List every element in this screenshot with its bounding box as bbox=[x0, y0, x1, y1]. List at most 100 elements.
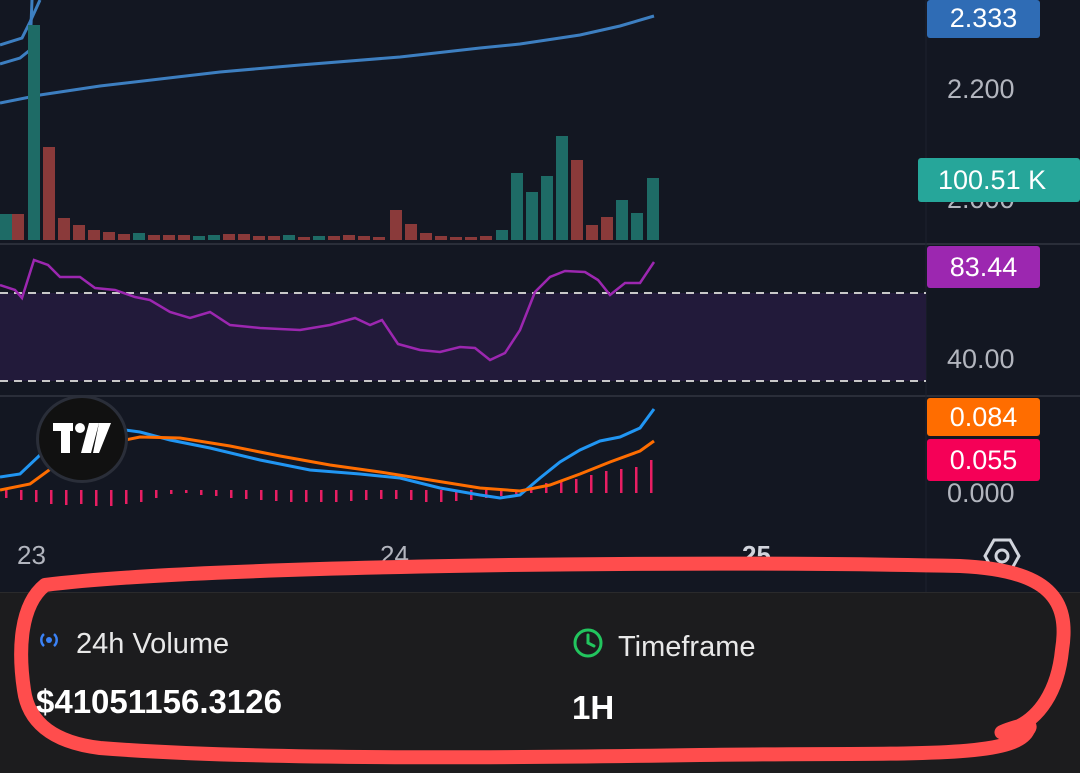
volume-bar bbox=[556, 136, 568, 240]
volume-bar bbox=[178, 235, 190, 240]
macd-histogram-bar bbox=[170, 490, 173, 494]
moving-average-mid bbox=[0, 0, 42, 47]
macd-histogram-bar bbox=[65, 490, 68, 505]
volume-bar bbox=[343, 235, 355, 240]
volume-bar bbox=[238, 234, 250, 240]
macd-histogram-bar bbox=[230, 490, 233, 498]
volume-bar bbox=[390, 210, 402, 240]
volume-bars bbox=[0, 25, 659, 240]
macd-histogram-bar bbox=[635, 467, 638, 493]
macd-histogram-bar bbox=[395, 490, 398, 499]
macd-histogram-bar bbox=[545, 483, 548, 493]
time-axis-tick: 25 bbox=[742, 540, 771, 570]
volume-bar bbox=[313, 236, 325, 240]
volume-bar bbox=[405, 224, 417, 240]
volume-bar bbox=[283, 235, 295, 240]
volume-bar bbox=[616, 200, 628, 240]
volume-bar bbox=[511, 173, 523, 240]
macd-histogram-bar bbox=[80, 490, 83, 504]
macd-histogram-bar bbox=[470, 490, 473, 500]
volume-bar bbox=[298, 237, 310, 240]
macd-histogram-bar bbox=[95, 490, 98, 506]
chart-area[interactable]: 2.333 2.200 2.000 100.51 K 83.44 40.00 0… bbox=[0, 0, 1080, 592]
volume-bar bbox=[58, 218, 70, 240]
volume-bar bbox=[480, 236, 492, 240]
macd-histogram-bar bbox=[380, 490, 383, 499]
time-axis-tick: 24 bbox=[380, 540, 409, 570]
volume-bar bbox=[0, 214, 12, 240]
time-axis-tick: 23 bbox=[17, 540, 46, 570]
chart-canvas[interactable] bbox=[0, 0, 1080, 592]
volume-bar bbox=[358, 236, 370, 240]
volume-bar bbox=[28, 25, 40, 240]
rsi-line bbox=[0, 258, 656, 362]
settings-icon[interactable] bbox=[982, 536, 1022, 576]
macd-histogram-bar bbox=[185, 490, 188, 493]
volume-bar bbox=[43, 147, 55, 240]
volume-bar bbox=[571, 160, 583, 240]
current-price-tag: 2.333 bbox=[927, 0, 1040, 38]
macd-histogram-bar bbox=[455, 490, 458, 501]
macd-histogram-bar bbox=[5, 490, 8, 498]
macd-histogram-bar bbox=[110, 490, 113, 506]
volume-bar bbox=[148, 235, 160, 240]
macd-histogram-bar bbox=[275, 490, 278, 501]
macd-histogram-bar bbox=[440, 490, 443, 502]
macd-histogram bbox=[5, 460, 653, 506]
price-axis-tick: 2.200 bbox=[947, 74, 1015, 104]
timeframe-stat: Timeframe 1H bbox=[572, 627, 756, 727]
macd-histogram-bar bbox=[320, 490, 323, 502]
macd-histogram-bar bbox=[20, 490, 23, 500]
macd-histogram-bar bbox=[155, 490, 158, 498]
macd-tag: 0.084 bbox=[927, 398, 1040, 436]
volume-bar bbox=[223, 234, 235, 240]
volume-bar bbox=[73, 225, 85, 240]
moving-average-long bbox=[0, 14, 655, 105]
macd-histogram-bar bbox=[485, 490, 488, 498]
macd-histogram-bar bbox=[410, 490, 413, 500]
moving-average-short bbox=[0, 0, 34, 66]
stats-panel: 24h Volume $41051156.3126 Timeframe 1H bbox=[0, 592, 1080, 773]
volume-label: 24h Volume bbox=[76, 627, 230, 660]
timeframe-value: 1H bbox=[572, 689, 615, 726]
volume-bar bbox=[450, 237, 462, 240]
volume-value: $41051156.3126 bbox=[36, 683, 282, 720]
macd-histogram-bar bbox=[140, 490, 143, 502]
macd-histogram-bar bbox=[500, 490, 503, 496]
volume-bar bbox=[631, 213, 643, 240]
macd-histogram-bar bbox=[215, 490, 218, 496]
rsi-axis-tick: 40.00 bbox=[947, 344, 1015, 374]
macd-histogram-bar bbox=[125, 490, 128, 504]
macd-histogram-bar bbox=[575, 479, 578, 493]
macd-histogram-bar bbox=[260, 490, 263, 500]
volume-bar bbox=[253, 236, 265, 240]
macd-histogram-bar bbox=[350, 490, 353, 501]
volume-stat: 24h Volume $41051156.3126 bbox=[36, 627, 282, 721]
macd-axis-tick: 0.000 bbox=[947, 478, 1015, 508]
volume-bar bbox=[12, 214, 24, 240]
rsi-tag: 83.44 bbox=[927, 246, 1040, 288]
macd-histogram-bar bbox=[425, 490, 428, 502]
macd-histogram-bar bbox=[35, 490, 38, 502]
macd-histogram-bar bbox=[590, 475, 593, 493]
volume-bar bbox=[420, 233, 432, 240]
volume-bar bbox=[268, 236, 280, 240]
macd-histogram-bar bbox=[245, 490, 248, 499]
rsi-band bbox=[0, 293, 926, 381]
macd-histogram-bar bbox=[200, 490, 203, 495]
macd-histogram-bar bbox=[650, 460, 653, 493]
macd-histogram-bar bbox=[605, 471, 608, 493]
volume-bar bbox=[541, 176, 553, 240]
volume-bar bbox=[103, 232, 115, 240]
volume-bar bbox=[465, 237, 477, 240]
volume-bar bbox=[373, 237, 385, 240]
tradingview-logo-icon[interactable] bbox=[36, 395, 128, 483]
volume-tag: 100.51 K bbox=[918, 158, 1080, 202]
signal-tag: 0.055 bbox=[927, 439, 1040, 481]
macd-histogram-bar bbox=[560, 481, 563, 493]
macd-histogram-bar bbox=[305, 490, 308, 502]
timeframe-label: Timeframe bbox=[618, 630, 756, 663]
macd-histogram-bar bbox=[365, 490, 368, 500]
macd-histogram-bar bbox=[290, 490, 293, 502]
volume-bar bbox=[601, 217, 613, 240]
